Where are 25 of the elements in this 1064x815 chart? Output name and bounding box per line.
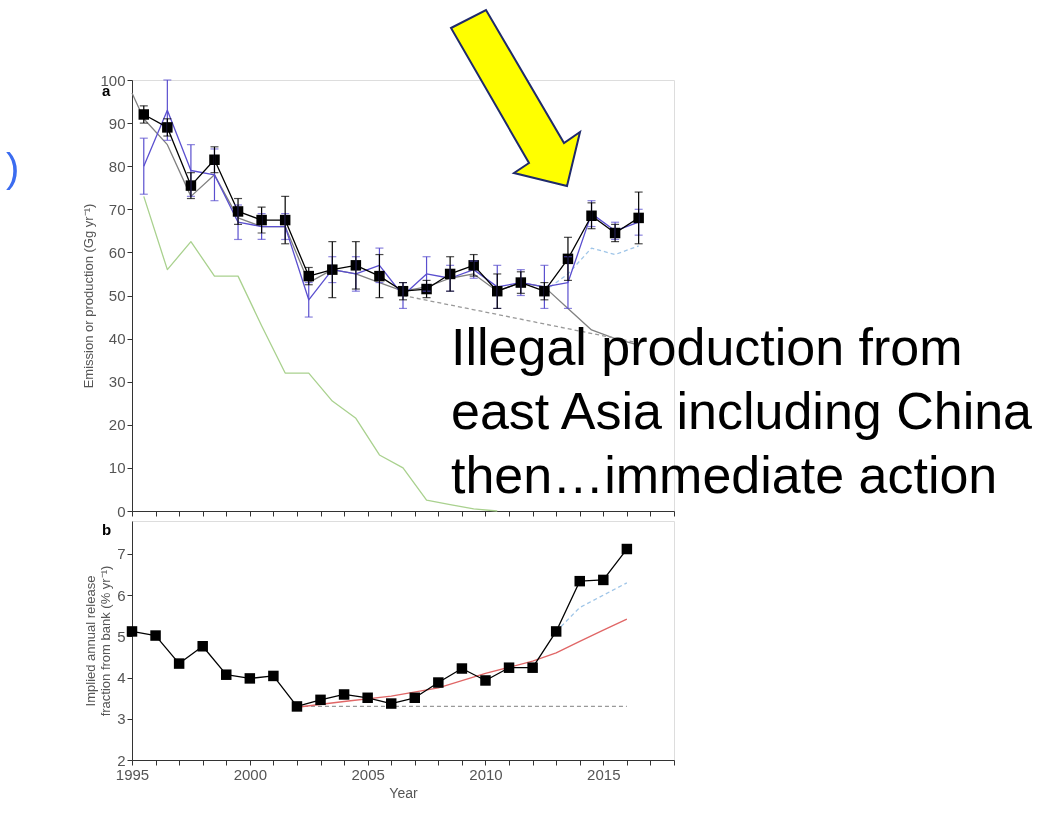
y-tick-label: 20: [108, 416, 126, 434]
y-tick-label: 10: [108, 459, 126, 477]
y-tick-label: 4: [117, 669, 126, 687]
x-tick-label: 2015: [587, 765, 621, 783]
chart-title: b: [102, 521, 112, 538]
y-tick-label: 60: [108, 243, 126, 261]
y-tick-label: 30: [108, 373, 126, 391]
y-tick-label: 7: [117, 545, 126, 563]
x-tick-label: 2010: [469, 765, 503, 783]
y-tick-label: 6: [117, 586, 126, 604]
y-axis-title: Emission or production (Gg yr⁻¹): [81, 203, 97, 389]
y-tick-label: 3: [117, 710, 126, 728]
x-tick-label: 2000: [233, 765, 268, 783]
annotation: Illegal production from east Asia including China then…immediate action: [451, 318, 1033, 504]
y-tick-label: 80: [108, 157, 126, 175]
y-tick-label: 90: [108, 114, 126, 132]
y-axis-title: Implied annual release fraction from bank (% yr⁻¹): [83, 565, 114, 717]
x-axis-title: Year: [389, 784, 418, 801]
y-tick-label: 50: [108, 287, 126, 304]
y-tick-label: 40: [108, 330, 126, 348]
y-tick-label: 70: [108, 200, 126, 218]
text: ): [6, 146, 20, 190]
y-tick-label: 0: [117, 502, 126, 520]
x-tick-label: 2005: [351, 765, 385, 783]
y-tick-label: 5: [117, 627, 126, 645]
